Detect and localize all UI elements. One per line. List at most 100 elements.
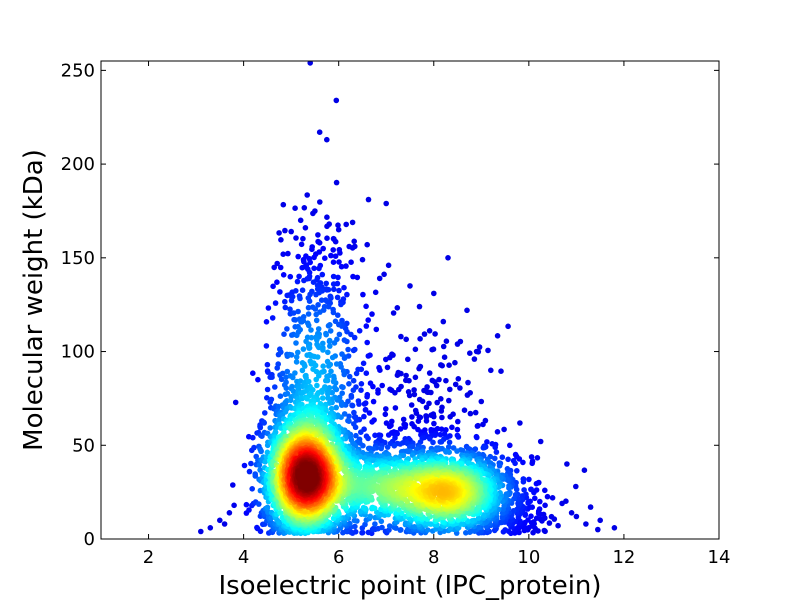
data-point bbox=[417, 336, 423, 342]
data-point bbox=[454, 448, 460, 454]
data-point bbox=[331, 340, 338, 346]
data-point bbox=[564, 461, 570, 467]
data-point bbox=[426, 328, 433, 334]
data-point bbox=[320, 363, 327, 370]
data-point bbox=[467, 410, 474, 417]
data-point bbox=[328, 368, 334, 375]
data-point bbox=[384, 364, 391, 371]
data-points bbox=[198, 61, 618, 537]
data-point bbox=[416, 365, 422, 372]
data-point bbox=[363, 370, 370, 377]
data-point bbox=[330, 309, 337, 316]
data-point bbox=[264, 504, 271, 511]
data-point bbox=[381, 271, 387, 278]
data-point bbox=[506, 485, 512, 491]
data-point bbox=[272, 300, 279, 306]
data-point bbox=[363, 303, 369, 310]
data-point bbox=[328, 405, 335, 412]
data-point bbox=[262, 410, 268, 416]
data-point bbox=[282, 304, 289, 311]
data-point bbox=[294, 332, 300, 339]
data-point bbox=[537, 498, 543, 505]
data-point bbox=[446, 362, 452, 369]
data-point bbox=[428, 521, 434, 527]
data-point bbox=[454, 426, 461, 433]
data-point bbox=[315, 232, 321, 238]
data-point bbox=[350, 492, 356, 499]
data-point bbox=[520, 459, 526, 466]
data-point bbox=[431, 420, 437, 427]
data-point bbox=[353, 432, 359, 439]
data-point bbox=[475, 524, 482, 531]
data-point bbox=[255, 376, 261, 383]
data-point bbox=[324, 223, 330, 230]
data-point bbox=[548, 513, 555, 520]
data-point bbox=[361, 413, 367, 420]
data-point bbox=[611, 525, 618, 531]
data-point bbox=[532, 495, 538, 502]
data-point bbox=[415, 418, 422, 425]
data-point bbox=[329, 354, 336, 361]
data-point bbox=[474, 423, 481, 429]
data-point bbox=[437, 489, 444, 495]
data-point bbox=[331, 384, 338, 391]
data-point bbox=[367, 380, 374, 387]
data-point bbox=[316, 344, 322, 351]
data-point bbox=[333, 97, 340, 104]
data-point bbox=[314, 337, 320, 343]
data-point bbox=[369, 311, 375, 317]
data-point bbox=[324, 235, 330, 241]
data-point bbox=[348, 331, 354, 338]
data-point bbox=[358, 429, 364, 436]
data-point bbox=[405, 448, 412, 455]
data-point bbox=[280, 251, 287, 257]
data-point bbox=[277, 264, 284, 271]
data-point bbox=[313, 291, 319, 298]
data-point bbox=[346, 381, 352, 387]
data-point bbox=[537, 438, 544, 445]
data-point bbox=[252, 473, 259, 479]
data-point bbox=[471, 356, 478, 362]
data-point bbox=[365, 529, 372, 536]
data-point bbox=[283, 379, 289, 386]
data-point bbox=[440, 343, 447, 350]
data-point bbox=[316, 129, 323, 135]
data-point bbox=[308, 327, 314, 333]
data-point bbox=[277, 519, 283, 526]
data-point bbox=[436, 376, 442, 383]
data-point bbox=[276, 230, 282, 236]
data-point bbox=[568, 510, 575, 516]
data-point bbox=[341, 337, 348, 343]
data-point bbox=[290, 310, 297, 316]
data-point bbox=[346, 413, 352, 420]
data-point bbox=[385, 432, 392, 438]
data-point bbox=[343, 221, 350, 228]
data-point bbox=[293, 288, 299, 294]
data-point bbox=[411, 387, 417, 393]
data-point bbox=[469, 518, 476, 524]
data-point bbox=[314, 382, 320, 389]
data-point bbox=[325, 349, 331, 356]
data-point bbox=[529, 460, 535, 467]
data-point bbox=[324, 299, 331, 305]
data-point bbox=[282, 409, 289, 415]
data-point bbox=[310, 279, 317, 286]
data-point bbox=[349, 402, 355, 409]
data-point bbox=[402, 424, 408, 430]
data-point bbox=[283, 385, 290, 392]
data-point bbox=[473, 348, 480, 355]
data-point bbox=[488, 367, 494, 374]
data-point bbox=[278, 510, 284, 516]
data-point bbox=[288, 228, 295, 235]
data-point bbox=[302, 363, 308, 369]
data-point bbox=[333, 361, 340, 367]
data-point bbox=[408, 402, 415, 408]
data-point bbox=[426, 370, 433, 376]
data-point bbox=[330, 273, 337, 280]
data-point bbox=[311, 265, 317, 272]
data-point bbox=[394, 372, 401, 379]
data-point bbox=[397, 441, 404, 447]
data-point bbox=[306, 298, 313, 305]
data-point bbox=[297, 326, 304, 333]
